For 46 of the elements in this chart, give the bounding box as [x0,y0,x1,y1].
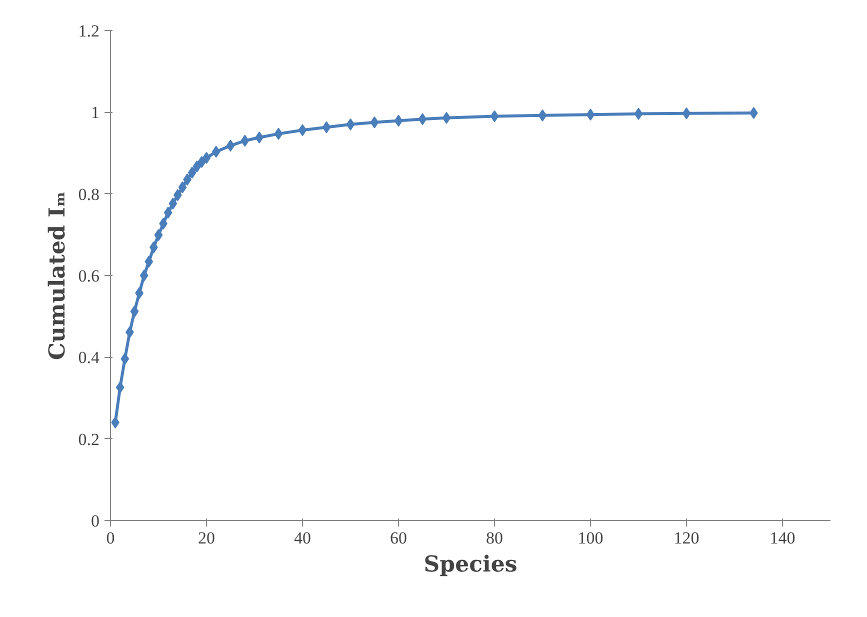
point [154,229,163,242]
y-tick-label: 0.4 [78,348,100,368]
x-tick-label: 140 [770,528,796,548]
point [116,381,124,394]
x-tick-label: 20 [198,528,215,548]
point [178,181,187,194]
point [490,110,499,122]
point [682,107,691,120]
point [111,416,120,428]
point [274,128,283,140]
point [168,198,178,210]
point [586,108,595,121]
point [346,118,355,130]
point [394,114,403,127]
y-tick-label: 0.2 [78,430,100,449]
y-tick-label: 1.2 [78,22,100,40]
point [144,256,154,268]
x-tick-label: 80 [486,528,503,548]
point [212,146,220,158]
x-tick-label: 60 [390,528,407,548]
point [634,108,643,120]
point [226,140,235,152]
x-tick-label: 40 [294,528,311,548]
point [130,305,139,318]
y-tick-label: 0.6 [78,266,100,286]
y-axis-title: Cumulated Iₘ [44,191,70,360]
point [322,121,331,134]
x-tick-label: 100 [578,528,604,548]
point [164,206,172,219]
y-tick-label: 1 [91,103,100,122]
x-tick-label: 0 [106,528,115,548]
point [298,124,307,136]
point [442,112,451,124]
point [202,152,211,164]
x-axis-title: Species [424,552,518,578]
point [140,270,148,282]
point [120,352,130,365]
y-tick-label: 0.8 [78,184,100,204]
point [538,109,547,122]
point [188,166,196,179]
y-tick-label: 0 [91,512,100,530]
x-tick-label: 120 [674,528,700,548]
point [192,160,202,172]
point [418,113,427,126]
point [240,134,250,147]
point [370,116,379,128]
